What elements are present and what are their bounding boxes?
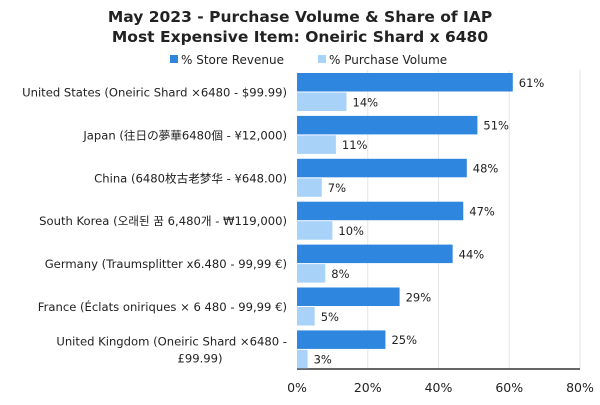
legend-swatch-0 [170, 55, 178, 63]
legend-label-0: % Store Revenue [181, 53, 284, 67]
bar-store-revenue [297, 201, 464, 221]
category-label: South Korea (오래된 꿈 6,480개 - ₩119,000) [39, 214, 287, 228]
bar-purchase-volume [297, 307, 315, 326]
bar-store-revenue [297, 244, 453, 264]
data-label: 3% [314, 353, 332, 367]
category-labels: United States (Oneiric Shard ×6480 - $99… [22, 86, 287, 366]
category-label: China (6480枚古老梦华 - ¥648.00) [94, 171, 287, 185]
category-label: £99.99) [177, 351, 222, 365]
data-label: 48% [473, 162, 499, 176]
bar-store-revenue [297, 115, 478, 135]
bar-store-revenue [297, 158, 467, 178]
data-label: 25% [391, 333, 417, 347]
data-label: 14% [353, 95, 379, 109]
bar-purchase-volume [297, 349, 308, 369]
data-label: 61% [519, 76, 545, 90]
data-label: 47% [469, 204, 495, 218]
category-label: France (Éclats oniriques × 6 480 - 99,99… [38, 299, 287, 314]
bar-purchase-volume [297, 92, 347, 111]
bar-purchase-volume [297, 221, 333, 240]
legend: % Store Revenue % Purchase Volume [170, 53, 447, 67]
bar-purchase-volume [297, 264, 326, 283]
x-tick-label: 80% [566, 380, 594, 395]
bar-purchase-volume [297, 178, 322, 197]
x-tick-label: 20% [354, 380, 382, 395]
legend-label-1: % Purchase Volume [329, 53, 447, 67]
data-label: 44% [459, 247, 485, 261]
category-label: Germany (Traumsplitter x6.480 - 99,99 €) [45, 257, 287, 271]
bars: 61% 14% 51% 11% 48% 7% 47% 10% 44% 8% 29% 5% 25% 3% [297, 73, 545, 369]
x-tick-label: 0% [287, 380, 307, 395]
category-label: United Kingdom (Oneiric Shard ×6480 - [56, 334, 287, 348]
data-label: 5% [321, 310, 339, 324]
bar-store-revenue [297, 287, 400, 306]
bar-store-revenue [297, 330, 386, 349]
chart-title-line-1: May 2023 - Purchase Volume & Share of IA… [108, 8, 492, 26]
category-label: Japan (往日の夢華6480個 - ¥12,000) [82, 128, 287, 142]
legend-swatch-1 [318, 55, 326, 63]
bar-store-revenue [297, 73, 513, 92]
data-label: 7% [328, 181, 346, 195]
x-tick-labels: 0% 20% 40% 60% 80% [287, 380, 594, 395]
x-tick-label: 40% [425, 380, 453, 395]
x-tick-label: 60% [495, 380, 523, 395]
chart-title-line-2: Most Expensive Item: Oneiric Shard x 648… [112, 28, 488, 46]
data-label: 11% [342, 138, 368, 152]
data-label: 51% [483, 119, 509, 133]
bar-purchase-volume [297, 135, 336, 154]
data-label: 29% [406, 290, 432, 304]
category-label: United States (Oneiric Shard ×6480 - $99… [22, 86, 287, 100]
data-label: 10% [338, 224, 364, 238]
data-label: 8% [331, 267, 349, 281]
